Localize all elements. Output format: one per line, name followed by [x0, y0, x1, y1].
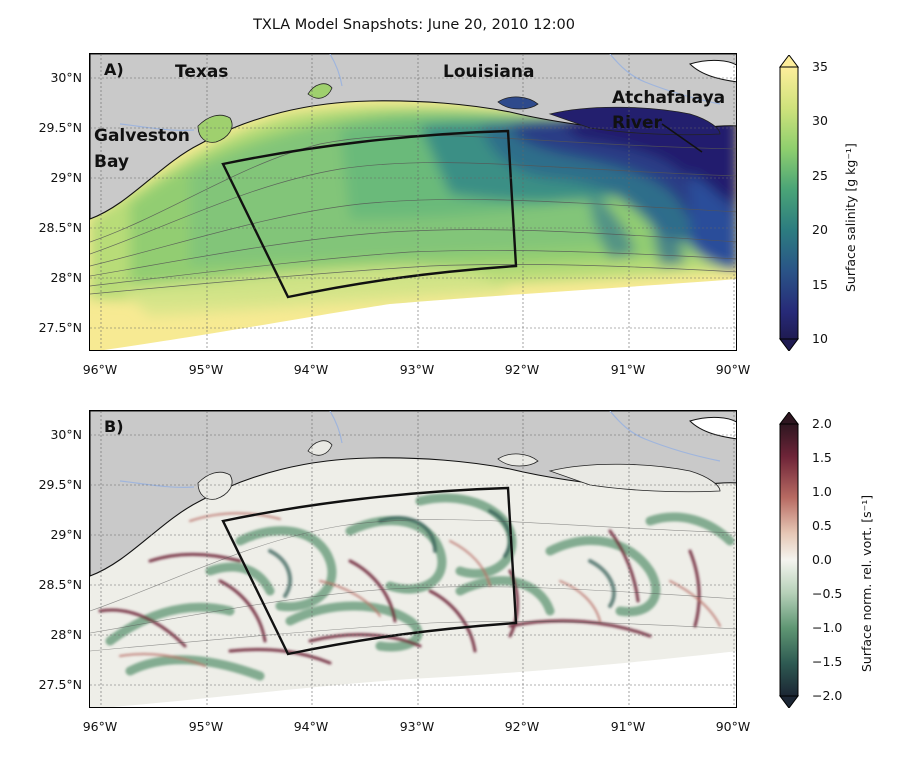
panel-b-map [89, 410, 737, 708]
figure-title: TXLA Model Snapshots: June 20, 2010 12:0… [253, 17, 575, 33]
lat-tick-b-29-5: 29.5°N [38, 477, 82, 492]
cbar-b-tick-m2-0: −2.0 [812, 688, 843, 703]
lon-tick-b-94: 94°W [293, 719, 329, 734]
colorbar-a-label: Surface salinity [g kg⁻¹] [843, 143, 858, 292]
cbar-a-tick-25: 25 [812, 168, 828, 183]
colorbar-a [779, 55, 799, 351]
label-louisiana: Louisiana [443, 62, 535, 82]
lat-tick-a-29-5: 29.5°N [38, 120, 82, 135]
lon-tick-a-94: 94°W [293, 362, 329, 377]
panel-b-tag: B) [104, 417, 124, 436]
isobaths [90, 134, 736, 295]
label-atchafalaya-line1: Atchafalaya [612, 88, 726, 108]
lat-tick-a-29: 29°N [50, 170, 82, 185]
lon-tick-a-90: 90°W [715, 362, 751, 377]
lon-tick-b-96: 96°W [82, 719, 118, 734]
lat-tick-b-28: 28°N [50, 627, 82, 642]
lon-tick-a-96: 96°W [82, 362, 118, 377]
atchafalaya-bay [548, 106, 721, 136]
sabine-lake [307, 83, 333, 99]
study-region-box [221, 129, 518, 299]
cbar-b-tick-m1-0: −1.0 [812, 620, 843, 635]
cbar-b-tick-0-5: 0.5 [812, 518, 832, 533]
cbar-b-tick-m1-5: −1.5 [812, 654, 843, 669]
cbar-a-tick-35: 35 [812, 59, 828, 74]
cbar-a-tick-15: 15 [812, 277, 828, 292]
lat-tick-a-27-5: 27.5°N [38, 320, 82, 335]
cbar-b-tick-2-0: 2.0 [812, 416, 832, 431]
colorbar-b [779, 412, 799, 708]
lon-tick-b-92: 92°W [504, 719, 540, 734]
lon-tick-a-91: 91°W [610, 362, 646, 377]
gridlines [90, 54, 736, 350]
river-atchafalaya [609, 54, 721, 105]
label-atchafalaya-line2: River [612, 113, 662, 133]
cbar-a-tick-10: 10 [812, 331, 828, 346]
lat-tick-b-30: 30°N [50, 427, 82, 442]
lat-tick-b-27-5: 27.5°N [38, 677, 82, 692]
colorbar-b-label: Surface norm. rel. vort. [s⁻¹] [859, 494, 874, 672]
atchafalaya-pointer [661, 123, 703, 153]
lat-tick-b-29: 29°N [50, 527, 82, 542]
cbar-b-tick-1-5: 1.5 [812, 450, 832, 465]
lon-tick-a-95: 95°W [188, 362, 224, 377]
lat-tick-a-28-5: 28.5°N [38, 220, 82, 235]
calcasieu-lake [497, 96, 539, 110]
cbar-a-tick-20: 20 [812, 222, 828, 237]
study-region-box-b [221, 486, 518, 656]
panel-a-map [89, 53, 737, 351]
label-texas: Texas [175, 62, 229, 82]
label-galveston-line1: Galveston [94, 126, 190, 146]
cbar-b-tick-m0-5: −0.5 [812, 586, 843, 601]
lon-tick-a-92: 92°W [504, 362, 540, 377]
cbar-b-tick-0-0: 0.0 [812, 552, 832, 567]
lon-tick-b-91: 91°W [610, 719, 646, 734]
lat-tick-a-30: 30°N [50, 70, 82, 85]
lake-pontchartrain [689, 59, 736, 83]
galveston-bay [197, 114, 233, 143]
lon-tick-b-95: 95°W [188, 719, 224, 734]
lat-tick-b-28-5: 28.5°N [38, 577, 82, 592]
lon-tick-b-90: 90°W [715, 719, 751, 734]
river-sabine [329, 54, 343, 87]
panel-a-tag: A) [104, 60, 124, 79]
river-trinity [119, 123, 195, 131]
label-galveston-line2: Bay [94, 152, 129, 172]
cbar-b-tick-1-0: 1.0 [812, 484, 832, 499]
cbar-a-tick-30: 30 [812, 113, 828, 128]
lon-tick-b-93: 93°W [399, 719, 435, 734]
lat-tick-a-28: 28°N [50, 270, 82, 285]
lon-tick-a-93: 93°W [399, 362, 435, 377]
